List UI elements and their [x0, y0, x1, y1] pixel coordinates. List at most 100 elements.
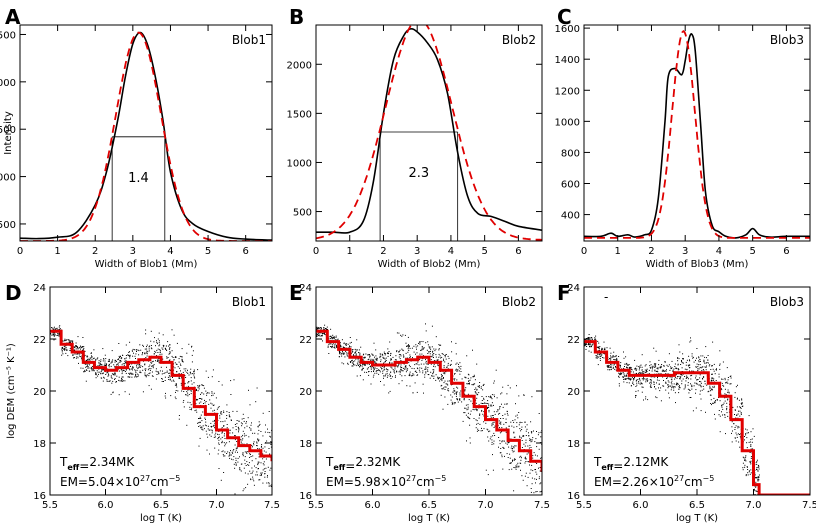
- mc-point: [442, 408, 444, 410]
- mc-point: [458, 370, 460, 372]
- mc-point: [676, 368, 678, 370]
- mc-point: [400, 360, 402, 361]
- mc-point: [176, 363, 178, 365]
- fwhm-value-label: 1.4: [128, 171, 149, 186]
- mc-point: [531, 396, 533, 398]
- mc-point: [210, 402, 212, 404]
- mc-point: [404, 366, 406, 368]
- mc-point: [432, 369, 434, 371]
- mc-point: [218, 437, 219, 439]
- mc-point: [745, 460, 747, 462]
- mc-point: [136, 351, 137, 352]
- mc-point: [467, 408, 469, 410]
- mc-point: [675, 384, 677, 386]
- mc-point: [207, 428, 209, 430]
- mc-point: [218, 436, 220, 438]
- mc-point: [329, 335, 331, 337]
- mc-point: [505, 431, 507, 433]
- mc-point: [389, 373, 391, 375]
- mc-point: [226, 415, 228, 416]
- mc-point: [465, 377, 467, 379]
- mc-point: [459, 393, 461, 395]
- mc-point: [120, 380, 122, 382]
- mc-point: [620, 365, 621, 367]
- mc-point: [748, 470, 750, 472]
- mc-point: [432, 351, 433, 353]
- mc-point: [387, 353, 389, 355]
- mc-point: [491, 443, 493, 445]
- mc-point: [64, 340, 66, 341]
- mc-point: [597, 364, 599, 366]
- mc-point: [513, 421, 515, 423]
- mc-point: [386, 373, 388, 375]
- mc-point: [670, 368, 672, 370]
- mc-point: [362, 354, 364, 356]
- mc-point: [424, 374, 426, 376]
- mc-point: [473, 374, 475, 376]
- mc-point: [475, 419, 477, 421]
- mc-point: [178, 361, 180, 363]
- mc-point: [202, 429, 204, 431]
- mc-point: [494, 413, 496, 415]
- mc-point: [626, 375, 628, 377]
- mc-point: [679, 378, 681, 380]
- mc-point: [591, 337, 593, 339]
- mc-point: [218, 381, 220, 382]
- mc-point: [517, 417, 519, 419]
- mc-point: [241, 443, 243, 445]
- mc-point: [181, 361, 183, 362]
- mc-point: [742, 462, 744, 464]
- mc-point: [109, 360, 110, 362]
- mc-point: [116, 360, 117, 362]
- mc-point: [112, 391, 114, 393]
- mc-point: [699, 393, 701, 395]
- mc-point: [202, 411, 204, 413]
- mc-point: [135, 374, 136, 376]
- mc-point: [531, 439, 533, 441]
- mc-point: [477, 394, 479, 396]
- mc-point: [358, 362, 360, 364]
- mc-point: [739, 435, 741, 437]
- mc-point: [207, 392, 209, 394]
- mc-point: [438, 377, 440, 379]
- mc-point: [536, 446, 538, 448]
- mc-point: [623, 351, 624, 353]
- mc-point: [635, 386, 637, 387]
- mc-point: [264, 446, 266, 448]
- mc-point: [620, 373, 622, 375]
- mc-point: [437, 365, 439, 367]
- mc-point: [724, 393, 726, 395]
- mc-point: [364, 363, 366, 365]
- mc-point: [744, 458, 746, 460]
- mc-point: [383, 351, 385, 353]
- x-axis-label: log T (K): [408, 513, 450, 524]
- mc-point: [178, 418, 180, 420]
- mc-point: [706, 357, 707, 359]
- mc-point: [479, 414, 481, 416]
- mc-point: [243, 420, 245, 422]
- mc-point: [399, 371, 401, 373]
- mc-point: [437, 359, 439, 361]
- mc-point: [398, 383, 400, 385]
- mc-point: [223, 442, 225, 444]
- mc-point: [656, 397, 658, 399]
- mc-point: [516, 426, 518, 428]
- mc-point: [372, 359, 374, 361]
- mc-point: [380, 359, 382, 361]
- mc-point: [643, 373, 645, 375]
- mc-point: [108, 363, 110, 365]
- mc-point: [656, 370, 658, 372]
- mc-point: [111, 373, 113, 375]
- mc-point: [489, 396, 491, 398]
- mc-point: [395, 355, 397, 357]
- mc-point: [244, 435, 246, 437]
- mc-point: [686, 359, 688, 361]
- mc-point: [645, 371, 647, 373]
- mc-point: [107, 360, 109, 362]
- mc-point: [123, 364, 125, 366]
- mc-point: [149, 369, 151, 371]
- mc-point: [176, 386, 178, 388]
- mc-point: [135, 371, 137, 373]
- mc-point: [465, 387, 467, 389]
- mc-point: [433, 360, 435, 362]
